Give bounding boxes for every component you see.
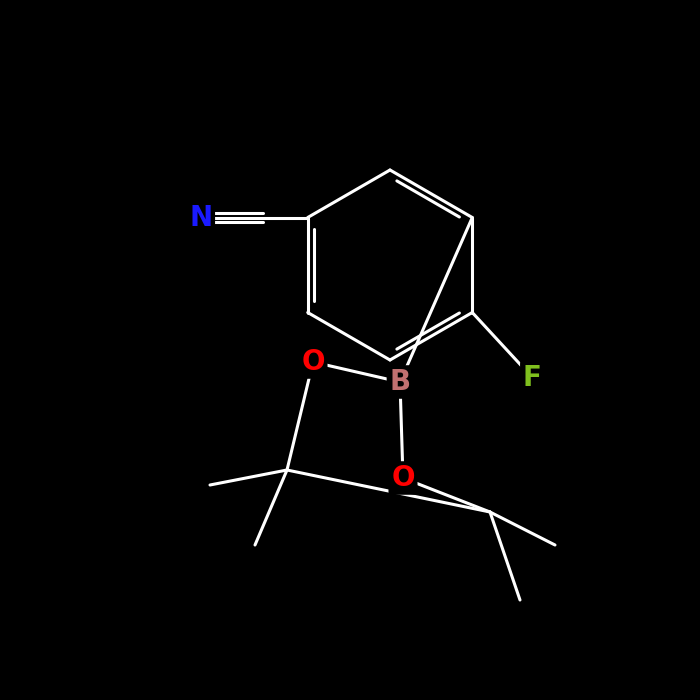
- Text: O: O: [391, 464, 414, 492]
- Text: F: F: [523, 363, 542, 391]
- Text: O: O: [301, 348, 325, 376]
- Text: B: B: [389, 368, 411, 396]
- Text: N: N: [189, 204, 212, 232]
